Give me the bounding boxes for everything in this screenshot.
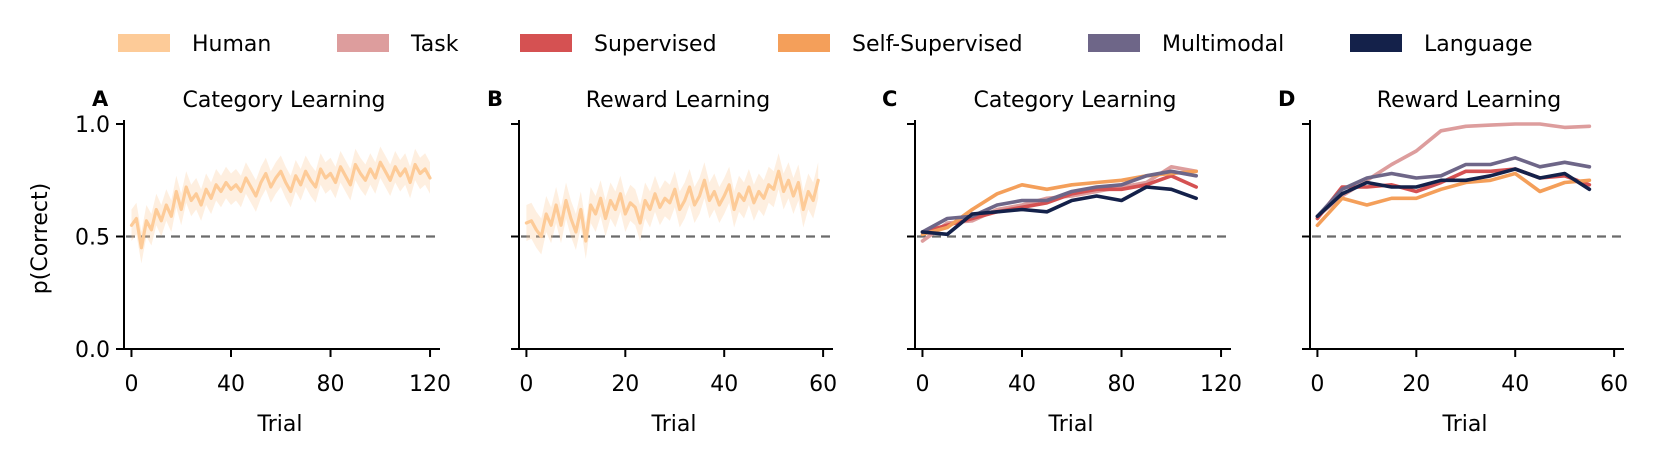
- x-tick-label: 40: [1008, 372, 1036, 397]
- x-tick-label: 120: [409, 372, 451, 397]
- series-line: [920, 185, 1198, 237]
- series-line: [129, 160, 432, 250]
- panel-letter: D: [1278, 87, 1295, 111]
- series-human: [524, 153, 820, 259]
- legend-swatch: [778, 34, 830, 52]
- series-line: [920, 165, 1198, 243]
- legend-item-supervised: Supervised: [520, 32, 717, 57]
- legend-item-human: Human: [118, 32, 271, 57]
- series-supervised: [920, 174, 1198, 234]
- x-tick-label: 20: [611, 372, 639, 397]
- legend-swatch: [337, 34, 389, 52]
- panel-letter: B: [487, 87, 503, 111]
- legend-label: Multimodal: [1162, 32, 1284, 57]
- panel-title: Reward Learning: [1377, 88, 1561, 113]
- legend-swatch: [1350, 34, 1402, 52]
- legend-item-task: Task: [337, 32, 459, 57]
- series-language: [1315, 167, 1592, 219]
- x-tick-label: 60: [1600, 372, 1628, 397]
- panel-C: C Category Learning 0 40 80 120 Trial: [882, 87, 1242, 437]
- series-multimodal: [1315, 156, 1592, 219]
- legend-swatch: [520, 34, 572, 52]
- x-tick-label: 80: [1108, 372, 1136, 397]
- panels: A Category Learning 0.0 0.5 1.0 0 40 80 120 Trial…: [28, 87, 1628, 437]
- series-line: [1315, 156, 1592, 219]
- x-axis-label: Trial: [651, 412, 697, 437]
- x-tick-label: 0: [1310, 372, 1324, 397]
- y-axis-label: p(Correct): [28, 183, 53, 294]
- panel-letter: A: [92, 87, 109, 111]
- confidence-band: [526, 153, 819, 259]
- legend-swatch: [1088, 34, 1140, 52]
- x-tick-label: 0: [124, 372, 138, 397]
- x-axis-label: Trial: [1048, 412, 1094, 437]
- panel-D: D Reward Learning 0 20 40 60 Trial: [1278, 87, 1628, 437]
- y-tick-label: 0.0: [75, 338, 110, 363]
- legend-item-multimodal: Multimodal: [1088, 32, 1284, 57]
- y-tick-label: 1.0: [75, 113, 110, 138]
- x-tick-label: 60: [809, 372, 837, 397]
- legend-swatch: [118, 34, 170, 52]
- series-language: [920, 185, 1198, 237]
- series-line: [1315, 167, 1592, 219]
- series-task: [920, 165, 1198, 243]
- x-tick-label: 40: [710, 372, 738, 397]
- series-line: [1315, 171, 1592, 228]
- panel-A: A Category Learning 0.0 0.5 1.0 0 40 80 120 Trial…: [28, 87, 451, 437]
- x-tick-label: 20: [1402, 372, 1430, 397]
- confidence-band: [131, 146, 430, 264]
- x-axis-label: Trial: [257, 412, 303, 437]
- legend-label: Human: [192, 32, 271, 57]
- panel-letter: C: [882, 87, 897, 111]
- x-tick-label: 80: [317, 372, 345, 397]
- series-self-supervised: [1315, 171, 1592, 228]
- series-human: [129, 146, 432, 264]
- legend-label: Supervised: [594, 32, 717, 57]
- panel-title: Reward Learning: [586, 88, 770, 113]
- panel-B: B Reward Learning 0 20 40 60 Trial: [487, 87, 837, 437]
- legend-item-self-supervised: Self-Supervised: [778, 32, 1023, 57]
- legend-label: Task: [410, 32, 459, 57]
- legend-item-language: Language: [1350, 32, 1533, 57]
- x-tick-label: 0: [519, 372, 533, 397]
- x-tick-label: 0: [915, 372, 929, 397]
- x-tick-label: 120: [1200, 372, 1242, 397]
- x-axis-label: Trial: [1442, 412, 1488, 437]
- legend-label: Self-Supervised: [852, 32, 1023, 57]
- x-tick-label: 40: [217, 372, 245, 397]
- series-line: [920, 174, 1198, 234]
- legend-label: Language: [1424, 32, 1533, 57]
- panel-title: Category Learning: [974, 88, 1177, 113]
- series-line: [524, 169, 820, 243]
- x-tick-label: 40: [1501, 372, 1529, 397]
- legend: Human Task Supervised Self-Supervised Multim…: [118, 32, 1533, 57]
- panel-title: Category Learning: [183, 88, 386, 113]
- y-tick-label: 0.5: [75, 226, 110, 251]
